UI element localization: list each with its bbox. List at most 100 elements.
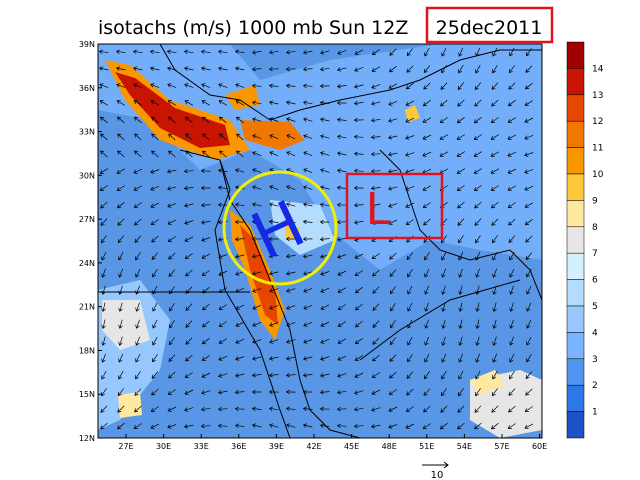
wind-arrow — [320, 134, 330, 139]
wind-arrow — [251, 100, 262, 105]
wind-arrow — [251, 50, 262, 55]
wind-arrow — [406, 388, 414, 396]
wind-arrow — [133, 168, 143, 174]
wind-arrow — [525, 371, 533, 379]
wind-arrow — [286, 288, 296, 293]
wind-arrow — [219, 133, 227, 141]
wind-arrow — [201, 237, 211, 242]
latitude-label: 21N — [79, 303, 95, 312]
wind-arrow — [135, 353, 141, 363]
wind-arrow — [355, 303, 363, 311]
wind-arrow — [526, 302, 532, 312]
wind-arrow — [150, 406, 159, 412]
wind-arrow — [524, 219, 533, 226]
colorbar-box — [566, 411, 585, 439]
wind-arrow — [99, 185, 108, 191]
wind-arrow — [440, 235, 447, 244]
wind-arrow — [353, 220, 364, 225]
wind-arrow — [387, 152, 398, 157]
wind-arrow — [149, 49, 160, 55]
wind-arrow — [218, 321, 227, 327]
wind-arrow — [152, 354, 158, 363]
wind-arrow — [302, 100, 313, 105]
wind-arrow — [268, 219, 279, 225]
wind-arrow — [389, 252, 397, 260]
wind-arrow — [422, 423, 431, 429]
wind-arrow — [201, 337, 210, 345]
wind-arrow — [456, 185, 465, 191]
wind-arrow — [354, 253, 364, 259]
wind-arrow — [406, 371, 414, 379]
colorbar-box — [566, 305, 585, 333]
wind-arrow — [117, 235, 124, 244]
wind-arrow — [388, 424, 398, 429]
latitude-label: 27N — [79, 215, 95, 224]
wind-arrow — [201, 100, 211, 106]
wind-arrow — [490, 185, 499, 191]
wind-arrow — [200, 66, 211, 71]
wind-arrow — [303, 134, 313, 139]
wind-arrow — [457, 82, 465, 90]
wind-arrow — [370, 185, 381, 191]
wind-arrow — [320, 304, 330, 310]
wind-arrow — [100, 116, 108, 124]
wind-arrow — [251, 83, 262, 89]
wind-arrow — [135, 302, 140, 312]
wind-arrow — [439, 134, 449, 140]
wind-arrow — [509, 47, 515, 57]
wind-arrow — [337, 49, 347, 55]
wind-arrow — [475, 319, 480, 330]
wind-arrow — [101, 336, 106, 346]
wind-arrow — [200, 185, 211, 191]
wind-arrow — [370, 151, 381, 157]
wind-arrow — [508, 235, 516, 243]
wind-arrow — [285, 356, 296, 361]
wind-arrow — [115, 66, 126, 71]
date-highlight — [425, 6, 554, 44]
colorbar-label: 3 — [592, 355, 598, 365]
wind-arrow — [99, 168, 108, 174]
wind-arrow — [371, 407, 381, 412]
wind-arrow — [458, 268, 463, 278]
wind-arrow — [286, 202, 296, 207]
wind-arrow — [286, 185, 296, 190]
wind-arrow — [184, 389, 194, 395]
wind-arrow — [134, 150, 142, 158]
wind-arrow — [491, 82, 499, 90]
wind-arrow — [185, 320, 193, 328]
wind-arrow — [526, 354, 532, 363]
wind-arrow — [135, 371, 141, 380]
wind-arrow — [236, 116, 244, 124]
wind-arrow — [372, 269, 380, 277]
wind-arrow — [303, 321, 313, 327]
wind-arrow — [252, 151, 262, 157]
latitude-label: 36N — [79, 84, 95, 93]
colorbar-label: 6 — [592, 276, 598, 286]
wind-arrow — [183, 203, 194, 208]
wind-arrow — [507, 151, 517, 157]
wind-arrow — [372, 303, 380, 311]
wind-arrow — [319, 236, 330, 242]
wind-arrow — [372, 320, 380, 328]
colorbar-label: 10 — [592, 170, 604, 180]
wind-arrow — [166, 49, 177, 55]
wind-arrow — [152, 319, 158, 329]
wind-arrow — [524, 134, 534, 140]
wind-arrow — [268, 50, 279, 55]
wind-arrow — [337, 254, 347, 259]
wind-arrow — [251, 389, 262, 395]
wind-arrow — [370, 424, 381, 429]
wind-arrow — [269, 202, 279, 207]
wind-arrow — [524, 202, 534, 208]
wind-arrow — [424, 47, 430, 57]
low-marker: L — [366, 184, 391, 235]
wind-arrow — [492, 65, 498, 74]
wind-arrow — [458, 353, 463, 363]
wind-arrow — [353, 407, 364, 412]
wind-arrow — [491, 201, 499, 209]
wind-arrow — [252, 288, 262, 293]
wind-arrow — [456, 117, 465, 124]
wind-arrow — [219, 150, 227, 158]
wind-arrow — [525, 82, 533, 90]
wind-arrow — [388, 203, 398, 208]
